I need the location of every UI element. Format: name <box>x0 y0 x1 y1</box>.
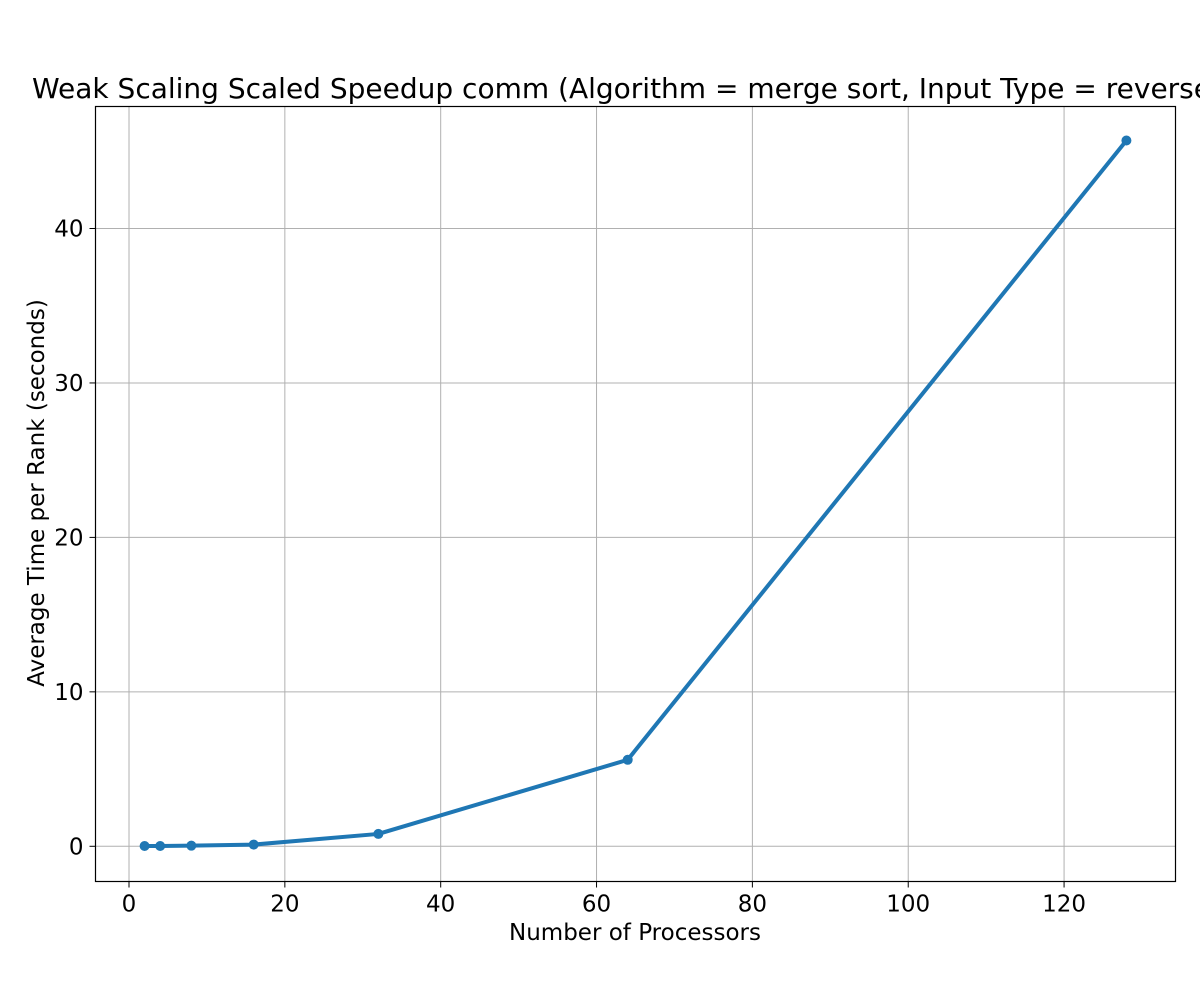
y-tick-label: 30 <box>54 371 83 397</box>
data-point <box>155 840 166 851</box>
data-point <box>186 840 197 851</box>
y-axis-label: Average Time per Rank (seconds) <box>24 299 50 687</box>
series-group <box>139 135 1132 851</box>
series-line <box>142 138 1129 848</box>
y-tick-label: 40 <box>54 217 83 243</box>
x-tick-label: 120 <box>1042 892 1086 918</box>
chart-title: Weak Scaling Scaled Speedup comm (Algori… <box>32 72 1200 105</box>
x-tick-label: 0 <box>122 892 137 918</box>
y-tick-label: 10 <box>54 680 83 706</box>
x-axis-label: Number of Processors <box>509 920 761 946</box>
x-tick-label: 60 <box>582 892 611 918</box>
x-tick-label: 80 <box>738 892 767 918</box>
ticks-group: 0 20 40 60 80 100 120 0 10 20 30 40 <box>54 217 1086 918</box>
data-point <box>139 840 150 851</box>
x-tick-label: 20 <box>270 892 299 918</box>
grid-lines <box>95 106 1176 882</box>
data-point <box>622 754 633 765</box>
x-tick-label: 40 <box>426 892 455 918</box>
y-tick-label: 20 <box>54 525 83 551</box>
data-point <box>373 828 384 839</box>
data-point <box>1121 135 1132 146</box>
x-tick-label: 100 <box>886 892 930 918</box>
y-tick-label: 0 <box>69 834 84 860</box>
plot-frame <box>94 105 1177 883</box>
data-point <box>248 839 259 850</box>
